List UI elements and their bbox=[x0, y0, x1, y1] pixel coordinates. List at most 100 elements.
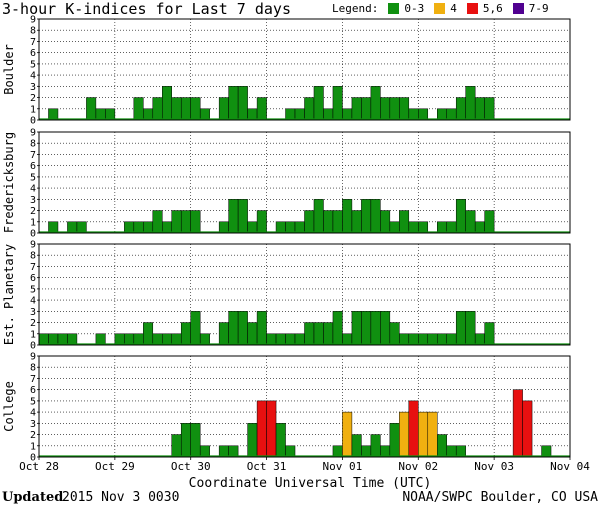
bar bbox=[48, 108, 59, 121]
y-tick-label: 7 bbox=[30, 262, 36, 273]
bar bbox=[446, 221, 457, 234]
bar bbox=[133, 221, 144, 234]
bar bbox=[512, 389, 523, 458]
bar bbox=[105, 108, 116, 121]
legend-item-0-3: 0-3 bbox=[404, 2, 425, 15]
bar bbox=[351, 311, 362, 346]
bar bbox=[237, 86, 248, 121]
bar bbox=[199, 333, 210, 346]
bar bbox=[342, 108, 353, 121]
panel-border bbox=[38, 131, 571, 234]
y-tick-label: 4 bbox=[30, 71, 36, 82]
y-tick-label: 7 bbox=[30, 37, 36, 48]
bar bbox=[294, 108, 305, 121]
bar bbox=[418, 221, 429, 234]
bar bbox=[152, 333, 163, 346]
bar bbox=[313, 199, 324, 234]
bar bbox=[228, 86, 239, 121]
bar bbox=[228, 311, 239, 346]
bar bbox=[133, 333, 144, 346]
bar bbox=[455, 97, 466, 121]
bar bbox=[247, 423, 258, 458]
k-index-chart: 0123456789Boulder0123456789Fredericksbur… bbox=[2, 15, 590, 474]
y-tick-label: 5 bbox=[30, 172, 36, 183]
y-tick-label: 3 bbox=[30, 307, 36, 318]
bar bbox=[408, 400, 419, 458]
y-tick-label: 5 bbox=[30, 284, 36, 295]
y-tick-label: 0 bbox=[30, 229, 36, 240]
bar bbox=[342, 199, 353, 234]
bar bbox=[370, 86, 381, 121]
bar bbox=[418, 411, 429, 458]
bar bbox=[304, 97, 315, 121]
y-tick-label: 9 bbox=[30, 128, 36, 139]
y-tick-label: 2 bbox=[30, 93, 36, 104]
y-tick-label: 9 bbox=[30, 15, 36, 26]
bar bbox=[199, 108, 210, 121]
bar bbox=[465, 86, 476, 121]
bar bbox=[48, 221, 59, 234]
x-tick-label: Oct 28 bbox=[19, 460, 59, 473]
updated-value: 2015 Nov 3 0030 bbox=[62, 490, 180, 505]
y-tick-label: 7 bbox=[30, 374, 36, 385]
bar bbox=[67, 333, 78, 346]
bar bbox=[285, 333, 296, 346]
bar bbox=[427, 333, 438, 346]
bar bbox=[389, 322, 400, 346]
bar bbox=[323, 108, 334, 121]
bar bbox=[247, 322, 258, 346]
bar bbox=[380, 210, 391, 234]
y-tick-label: 2 bbox=[30, 206, 36, 217]
bar bbox=[361, 445, 372, 458]
legend-swatch-4 bbox=[434, 3, 446, 14]
bar bbox=[218, 445, 229, 458]
bar bbox=[389, 97, 400, 121]
bar bbox=[389, 423, 400, 458]
bar bbox=[114, 333, 125, 346]
y-tick-label: 9 bbox=[30, 240, 36, 251]
bar bbox=[266, 333, 277, 346]
y-tick-label: 3 bbox=[30, 419, 36, 430]
panel-label-1: Fredericksburg bbox=[2, 132, 16, 233]
bar bbox=[437, 333, 447, 346]
bar bbox=[190, 311, 201, 346]
bar bbox=[484, 210, 495, 234]
bar bbox=[57, 333, 68, 346]
legend-swatch-0-3 bbox=[388, 3, 400, 14]
bar bbox=[437, 108, 447, 121]
bar bbox=[522, 400, 533, 458]
bar bbox=[304, 210, 315, 234]
bar bbox=[370, 434, 381, 458]
bar bbox=[180, 97, 191, 121]
bar bbox=[474, 221, 485, 234]
legend-swatch-7-9 bbox=[512, 3, 524, 14]
bar bbox=[484, 322, 495, 346]
bar bbox=[332, 86, 343, 121]
bar bbox=[162, 86, 172, 121]
legend: Legend: 0-3 4 5,6 7-9 bbox=[332, 2, 549, 15]
bar bbox=[162, 221, 172, 234]
y-tick-label: 0 bbox=[30, 116, 36, 127]
y-tick-label: 5 bbox=[30, 396, 36, 407]
bar bbox=[86, 97, 97, 121]
bar bbox=[256, 311, 267, 346]
bar bbox=[313, 322, 324, 346]
bar bbox=[190, 210, 201, 234]
bar bbox=[474, 333, 485, 346]
bar bbox=[247, 221, 258, 234]
bar bbox=[446, 108, 457, 121]
panel-bg bbox=[39, 356, 570, 457]
panel-border bbox=[38, 18, 571, 121]
legend-item-4: 4 bbox=[450, 2, 457, 15]
bar bbox=[455, 199, 466, 234]
bar bbox=[256, 97, 267, 121]
bar bbox=[171, 97, 182, 121]
bar bbox=[76, 221, 87, 234]
bar bbox=[190, 423, 201, 458]
bar bbox=[351, 97, 362, 121]
legend-item-5-6: 5,6 bbox=[482, 2, 503, 15]
bar bbox=[342, 411, 353, 458]
bar bbox=[285, 108, 296, 121]
bar bbox=[361, 199, 372, 234]
y-tick-label: 3 bbox=[30, 195, 36, 206]
